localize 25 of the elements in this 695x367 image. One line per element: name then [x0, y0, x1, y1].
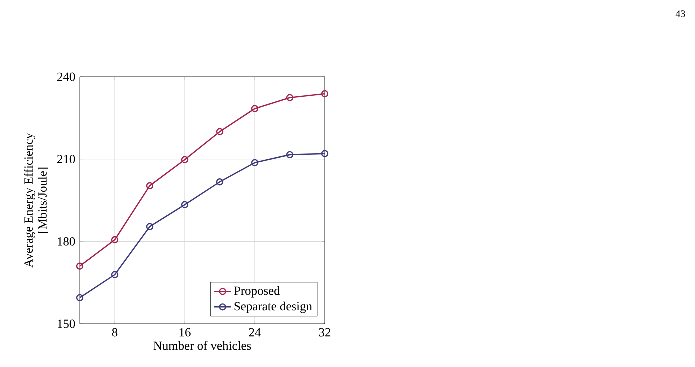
- x-axis-title: Number of vehicles: [154, 341, 252, 350]
- point: [146, 223, 154, 230]
- y-tick-label: 180: [58, 237, 76, 246]
- x-tick-label: 24: [249, 328, 262, 337]
- x-tick-label: 32: [319, 328, 331, 337]
- text: 43: [676, 10, 686, 18]
- legend-label: Proposed: [234, 286, 280, 298]
- y-tick-label: 210: [58, 155, 76, 164]
- x-tick-label: 16: [180, 328, 191, 337]
- point: [286, 151, 294, 159]
- point: [216, 178, 224, 186]
- point: [181, 201, 189, 208]
- x-tick-label: 8: [112, 328, 118, 337]
- point: [251, 105, 259, 112]
- point: [181, 156, 189, 164]
- point: [111, 271, 119, 278]
- point: [216, 128, 224, 136]
- y-tick-label: 150: [58, 320, 76, 328]
- point: [146, 182, 154, 190]
- y-tick-label: 240: [58, 72, 76, 82]
- point: [111, 236, 119, 244]
- legend-label: Separate design: [234, 302, 312, 314]
- point: [251, 159, 259, 166]
- y-axis-title: Average Energy Efficiency [Mbits/Joule]: [24, 133, 48, 268]
- point: [286, 94, 294, 102]
